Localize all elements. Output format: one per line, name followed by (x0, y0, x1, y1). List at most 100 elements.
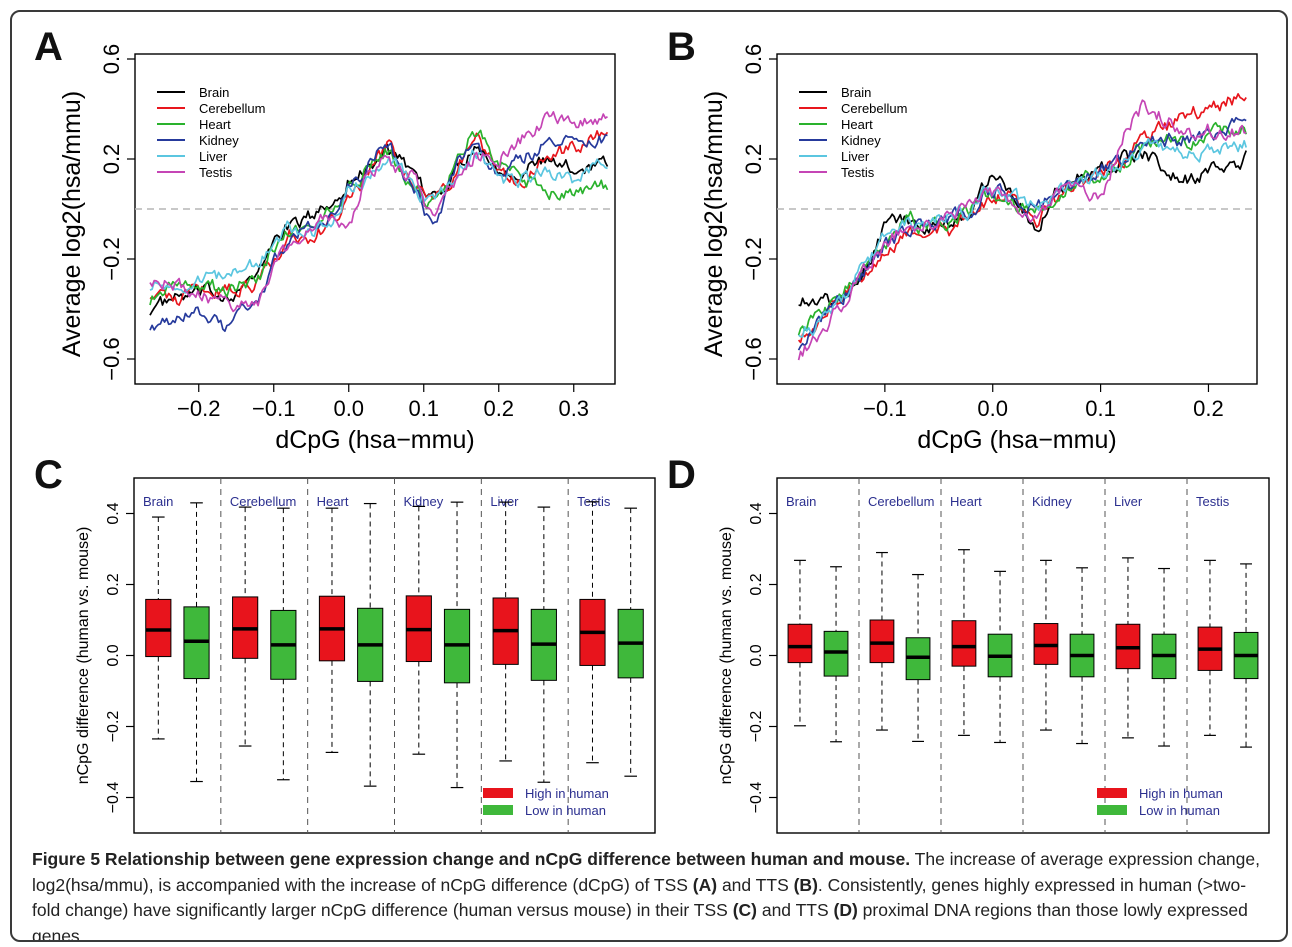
tissue-label: Heart (950, 494, 982, 509)
y-tick-label: −0.2 (741, 237, 766, 280)
box-high-heart (951, 620, 977, 667)
panel-label: B (667, 25, 696, 69)
legend-label: Kidney (841, 133, 881, 148)
plot-frame (134, 53, 616, 385)
y-tick-label: 0.2 (748, 573, 765, 595)
panel-label: D (667, 453, 696, 497)
caption-ref-d: (D) (833, 900, 858, 920)
x-tick-label: 0.3 (558, 396, 589, 421)
legend-label: Testis (841, 165, 875, 180)
y-tick-label: 0.2 (741, 144, 766, 175)
series-line-cerebellum (797, 93, 1247, 344)
x-tick-label: 0.0 (977, 396, 1008, 421)
caption-title: Figure 5 Relationship between gene expre… (32, 849, 911, 869)
legend-label: Brain (841, 85, 871, 100)
tissue-label: Heart (317, 494, 349, 509)
box-high-brain (145, 598, 172, 658)
tissue-label: Brain (786, 494, 816, 509)
tissue-label: Cerebellum (868, 494, 934, 509)
tissue-label: Brain (143, 494, 173, 509)
legend-label: Liver (199, 149, 228, 164)
box-high-cerebellum (869, 619, 895, 664)
box-panel-d: D −0.4 −0.2 0.0 0.2 0.4 nCpG difference (human… (667, 453, 1270, 834)
box-high-brain (787, 623, 813, 664)
legend-label: Low in human (1139, 803, 1220, 818)
y-tick-label: 0.6 (741, 44, 766, 75)
legend-label: Testis (199, 165, 233, 180)
x-tick-label: −0.1 (252, 396, 295, 421)
y-tick-label: −0.2 (99, 237, 124, 280)
box-panel-c: C −0.4 −0.2 0.0 0.2 0.4 nCpG difference (human… (34, 453, 656, 834)
y-tick-label: 0.0 (105, 644, 122, 666)
y-tick-label: −0.2 (748, 711, 765, 743)
series-line-cerebellum (149, 130, 609, 306)
legend-label: Heart (841, 117, 873, 132)
figure-canvas: A −0.2 −0.1 0.0 0.1 0.2 0.3 −0.6 −0.2 0.2 0.6 dCpG … (34, 25, 1270, 834)
x-tick-label: 0.2 (483, 396, 514, 421)
tissue-label: Cerebellum (230, 494, 296, 509)
caption-body-4: and TTS (756, 900, 834, 920)
y-tick-label: −0.6 (99, 337, 124, 380)
legend-label: Cerebellum (199, 101, 265, 116)
x-axis-label: dCpG (hsa−mmu) (275, 426, 474, 454)
figure-frame: A −0.2 −0.1 0.0 0.1 0.2 0.3 −0.6 −0.2 0.2 0.6 dCpG … (10, 10, 1288, 942)
caption-body-3: . Consistently, genes highly expressed i… (32, 874, 1247, 921)
caption-ref-a: (A) (692, 874, 718, 895)
tissue-label: Liver (1114, 494, 1143, 509)
y-tick-label: −0.4 (748, 782, 765, 814)
legend-swatch (1097, 788, 1127, 798)
tissue-label: Kidney (404, 494, 444, 509)
caption-ref-c: (C) (732, 900, 757, 920)
x-tick-label: −0.1 (863, 396, 906, 421)
y-tick-label: 0.2 (105, 573, 122, 595)
series-line-heart (149, 129, 609, 306)
legend-label: Kidney (199, 133, 239, 148)
legend-label: Low in human (525, 803, 606, 818)
y-tick-label: 0.4 (105, 502, 122, 524)
line-panel-b: B −0.1 0.0 0.1 0.2 −0.6 −0.2 0.2 0.6 dCpG (hsa−mm… (667, 25, 1258, 454)
caption-body-5: proximal DNA regions than those lowly ex… (32, 900, 1248, 942)
y-tick-label: 0.2 (99, 144, 124, 175)
y-tick-label: 0.4 (748, 502, 765, 524)
legend-label: Heart (199, 117, 231, 132)
tissue-label: Liver (490, 494, 519, 509)
series-line-liver (149, 149, 608, 294)
figure-caption: Figure 5 Relationship between gene expre… (32, 847, 1272, 942)
legend-label: High in human (525, 786, 609, 801)
tissue-label: Kidney (1032, 494, 1072, 509)
line-panel-a: A −0.2 −0.1 0.0 0.1 0.2 0.3 −0.6 −0.2 0.2 0.6 dCpG … (34, 25, 616, 454)
x-tick-label: 0.1 (1085, 396, 1116, 421)
y-tick-label: −0.6 (741, 337, 766, 380)
x-tick-label: 0.2 (1193, 396, 1224, 421)
plot-frame (776, 53, 1258, 385)
legend-label: Brain (199, 85, 229, 100)
y-axis-label: nCpG difference (human vs. mouse) (718, 527, 735, 785)
box-low-brain (823, 630, 849, 677)
legend-label: Cerebellum (841, 101, 907, 116)
y-axis-label: nCpG difference (human vs. mouse) (75, 527, 92, 785)
series-line-testis (797, 99, 1247, 361)
legend-swatch (1097, 805, 1127, 815)
series-line-testis (149, 111, 608, 313)
series-line-liver (798, 137, 1248, 338)
legend-swatch (483, 788, 513, 798)
panel-label: C (34, 453, 63, 497)
x-axis-label: dCpG (hsa−mmu) (917, 426, 1116, 454)
caption-ref-b: (B) (793, 874, 818, 895)
y-axis-label: Average log2(hsa/mmu) (700, 91, 728, 357)
caption-body-1: The increase of average expression chang… (32, 849, 1260, 895)
caption-body-2: and TTS (717, 874, 794, 895)
x-tick-label: 0.0 (333, 396, 364, 421)
y-tick-label: −0.4 (105, 782, 122, 814)
panel-label: A (34, 25, 63, 69)
y-axis-label: Average log2(hsa/mmu) (58, 91, 86, 357)
y-tick-label: 0.6 (99, 44, 124, 75)
legend-label: Liver (841, 149, 870, 164)
legend-label: High in human (1139, 786, 1223, 801)
y-tick-label: 0.0 (748, 644, 765, 666)
x-tick-label: −0.2 (177, 396, 220, 421)
y-tick-label: −0.2 (105, 711, 122, 743)
x-tick-label: 0.1 (408, 396, 439, 421)
series-line-kidney (149, 134, 608, 333)
tissue-label: Testis (1196, 494, 1230, 509)
